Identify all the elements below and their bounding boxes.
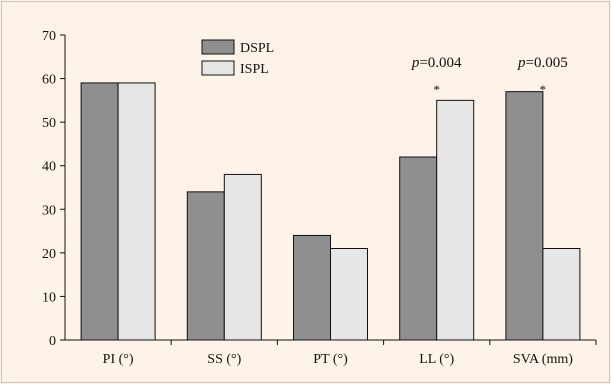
y-tick-label: 30 [42, 203, 56, 218]
legend-swatch-dspl [201, 39, 235, 55]
bar-ispl-2 [330, 248, 368, 341]
y-tick-label: 20 [42, 247, 56, 262]
bar-dspl-4 [505, 91, 544, 341]
bar-ispl-1 [223, 173, 262, 341]
bar-dspl-2 [293, 234, 331, 341]
x-category-label: PI (°) [103, 352, 134, 367]
p-symbol: p [517, 55, 526, 71]
x-category-label: LL (°) [419, 352, 454, 367]
x-category-label: PT (°) [313, 352, 348, 367]
p-value-annotation: p=0.005 [517, 55, 568, 71]
y-tick-label: 40 [42, 160, 56, 175]
bar-ispl-3 [436, 99, 475, 341]
legend-label-ispl: ISPL [240, 62, 269, 77]
x-category-label: SS (°) [207, 352, 241, 367]
bar-dspl-3 [399, 156, 438, 341]
bar-ispl-4 [542, 248, 581, 341]
legend-swatch-ispl [201, 60, 235, 76]
y-tick-label: 0 [49, 334, 56, 349]
y-tick-label: 70 [42, 29, 56, 44]
y-tick-label: 60 [42, 73, 56, 88]
significance-star: * [540, 82, 547, 97]
p-value-text: =0.004 [419, 55, 462, 71]
bar-ispl-0 [117, 82, 156, 341]
y-tick-label: 10 [42, 290, 56, 305]
p-symbol: p [411, 55, 420, 71]
y-tick-label: 50 [42, 116, 56, 131]
significance-star: * [433, 82, 440, 97]
p-value-text: =0.005 [526, 55, 568, 71]
p-value-annotation: p=0.004 [411, 55, 462, 71]
x-category-label: SVA (mm) [513, 352, 573, 367]
bar-dspl-0 [80, 82, 119, 341]
bar-dspl-1 [186, 191, 225, 341]
legend-label-dspl: DSPL [240, 41, 274, 56]
